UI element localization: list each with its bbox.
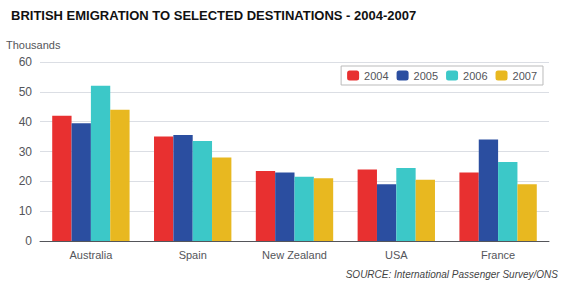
svg-text:2004: 2004: [364, 70, 388, 82]
svg-text:60: 60: [19, 55, 33, 69]
svg-text:0: 0: [25, 234, 32, 248]
svg-text:2007: 2007: [513, 70, 537, 82]
svg-text:2006: 2006: [463, 70, 487, 82]
svg-text:10: 10: [19, 204, 33, 218]
svg-text:Spain: Spain: [179, 249, 207, 261]
svg-text:50: 50: [19, 85, 33, 99]
svg-text:2005: 2005: [414, 70, 438, 82]
svg-text:BRITISH EMIGRATION TO SELECTED: BRITISH EMIGRATION TO SELECTED DESTINATI…: [11, 8, 416, 23]
svg-text:40: 40: [19, 115, 33, 129]
svg-text:20: 20: [19, 174, 33, 188]
svg-text:30: 30: [19, 145, 33, 159]
svg-text:SOURCE: International Passenge: SOURCE: International Passenger Survey/O…: [346, 269, 559, 280]
svg-text:France: France: [481, 249, 515, 261]
svg-text:New Zealand: New Zealand: [262, 249, 327, 261]
svg-text:USA: USA: [385, 249, 408, 261]
svg-text:Australia: Australia: [70, 249, 114, 261]
svg-text:Thousands: Thousands: [6, 39, 61, 51]
